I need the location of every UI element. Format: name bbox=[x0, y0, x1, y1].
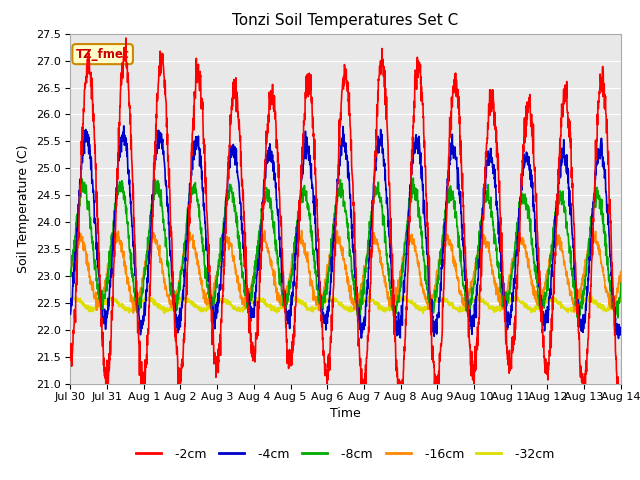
Y-axis label: Soil Temperature (C): Soil Temperature (C) bbox=[17, 144, 30, 273]
Text: TZ_fmet: TZ_fmet bbox=[76, 48, 129, 60]
X-axis label: Time: Time bbox=[330, 407, 361, 420]
Title: Tonzi Soil Temperatures Set C: Tonzi Soil Temperatures Set C bbox=[232, 13, 459, 28]
Legend:  -2cm,  -4cm,  -8cm,  -16cm,  -32cm: -2cm, -4cm, -8cm, -16cm, -32cm bbox=[131, 443, 560, 466]
